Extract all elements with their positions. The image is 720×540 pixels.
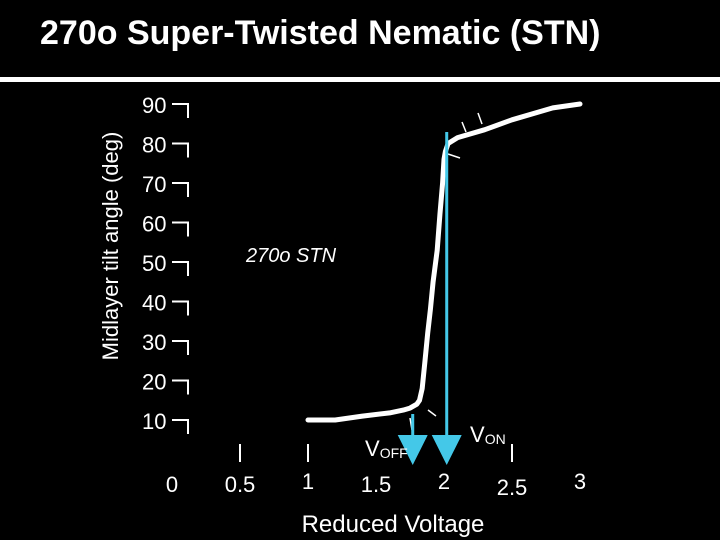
series-layer [305, 101, 583, 423]
x-tick-label-1.5: 1.5 [361, 472, 392, 497]
y-tick-20 [172, 379, 189, 395]
x-tick-label-2: 2 [438, 469, 450, 494]
y-tick-40 [172, 300, 189, 316]
v-off-label: VOFF [365, 436, 408, 461]
y-tick-30 [172, 340, 189, 355]
y-tick-80 [172, 142, 189, 158]
x-tick-label-2.5: 2.5 [497, 475, 528, 500]
y-tick-label-80: 80 [142, 133, 166, 158]
y-tick-label-70: 70 [142, 172, 166, 197]
curve-label: 270o STN [245, 245, 337, 267]
y-axis-label: Midlayer tilt angle (deg) [98, 132, 123, 361]
curve-hatch-3 [427, 409, 437, 417]
x-axis: 0 0.5 1 1.5 2 2.5 3 [166, 444, 586, 500]
y-tick-90 [172, 103, 189, 118]
curve-hatch-0 [461, 121, 467, 133]
y-tick-label-90: 90 [142, 93, 166, 118]
y-tick-label-40: 40 [142, 291, 166, 316]
y-tick-label-50: 50 [142, 251, 166, 276]
y-tick-label-30: 30 [142, 330, 166, 355]
annotation-layer: VOFF VON 270o STN [245, 112, 506, 465]
curve-hatch-2 [447, 153, 461, 159]
x-tick-label-1: 1 [302, 469, 314, 494]
x-tick-label-0.5: 0.5 [225, 472, 256, 497]
x-axis-label: Reduced Voltage [302, 511, 485, 538]
slide-title: 270o Super-Twisted Nematic (STN) [40, 14, 601, 52]
y-tick-50 [172, 261, 189, 276]
curve-hatch-1 [477, 112, 483, 125]
y-tick-label-60: 60 [142, 212, 166, 237]
x-tick-label-3: 3 [574, 469, 586, 494]
title-underline [0, 77, 720, 82]
y-axis: 90 80 70 60 50 40 30 20 10 [142, 93, 189, 434]
y-tick-label-20: 20 [142, 370, 166, 395]
series-line-0 [305, 101, 583, 423]
x-tick-label-0: 0 [166, 472, 178, 497]
y-tick-10 [172, 419, 189, 434]
y-tick-label-10: 10 [142, 409, 166, 434]
v-on-label: VON [470, 422, 506, 447]
y-tick-70 [172, 182, 189, 197]
y-tick-60 [172, 221, 189, 237]
